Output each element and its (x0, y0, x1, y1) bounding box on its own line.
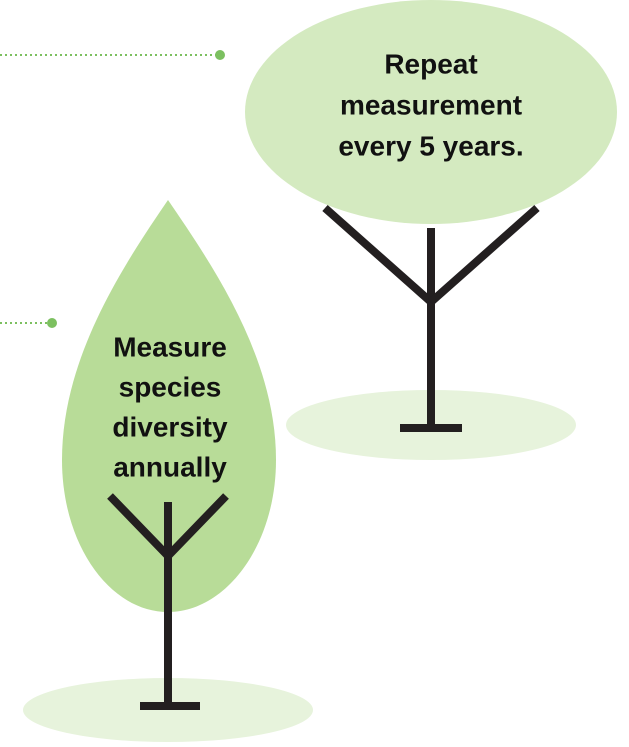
tree-label: annually (113, 451, 227, 482)
illustration: Repeat measurement every 5 years. Measure sp… (0, 0, 629, 742)
tree-label: every 5 years. (338, 130, 523, 161)
tree-label: Repeat (384, 48, 477, 79)
tree-label: diversity (112, 411, 228, 442)
connector-dot (47, 318, 57, 328)
tree-label: Measure (113, 331, 227, 362)
tree-label: species (119, 371, 222, 402)
tree-label: measurement (340, 89, 522, 120)
connector-dot (215, 50, 225, 60)
